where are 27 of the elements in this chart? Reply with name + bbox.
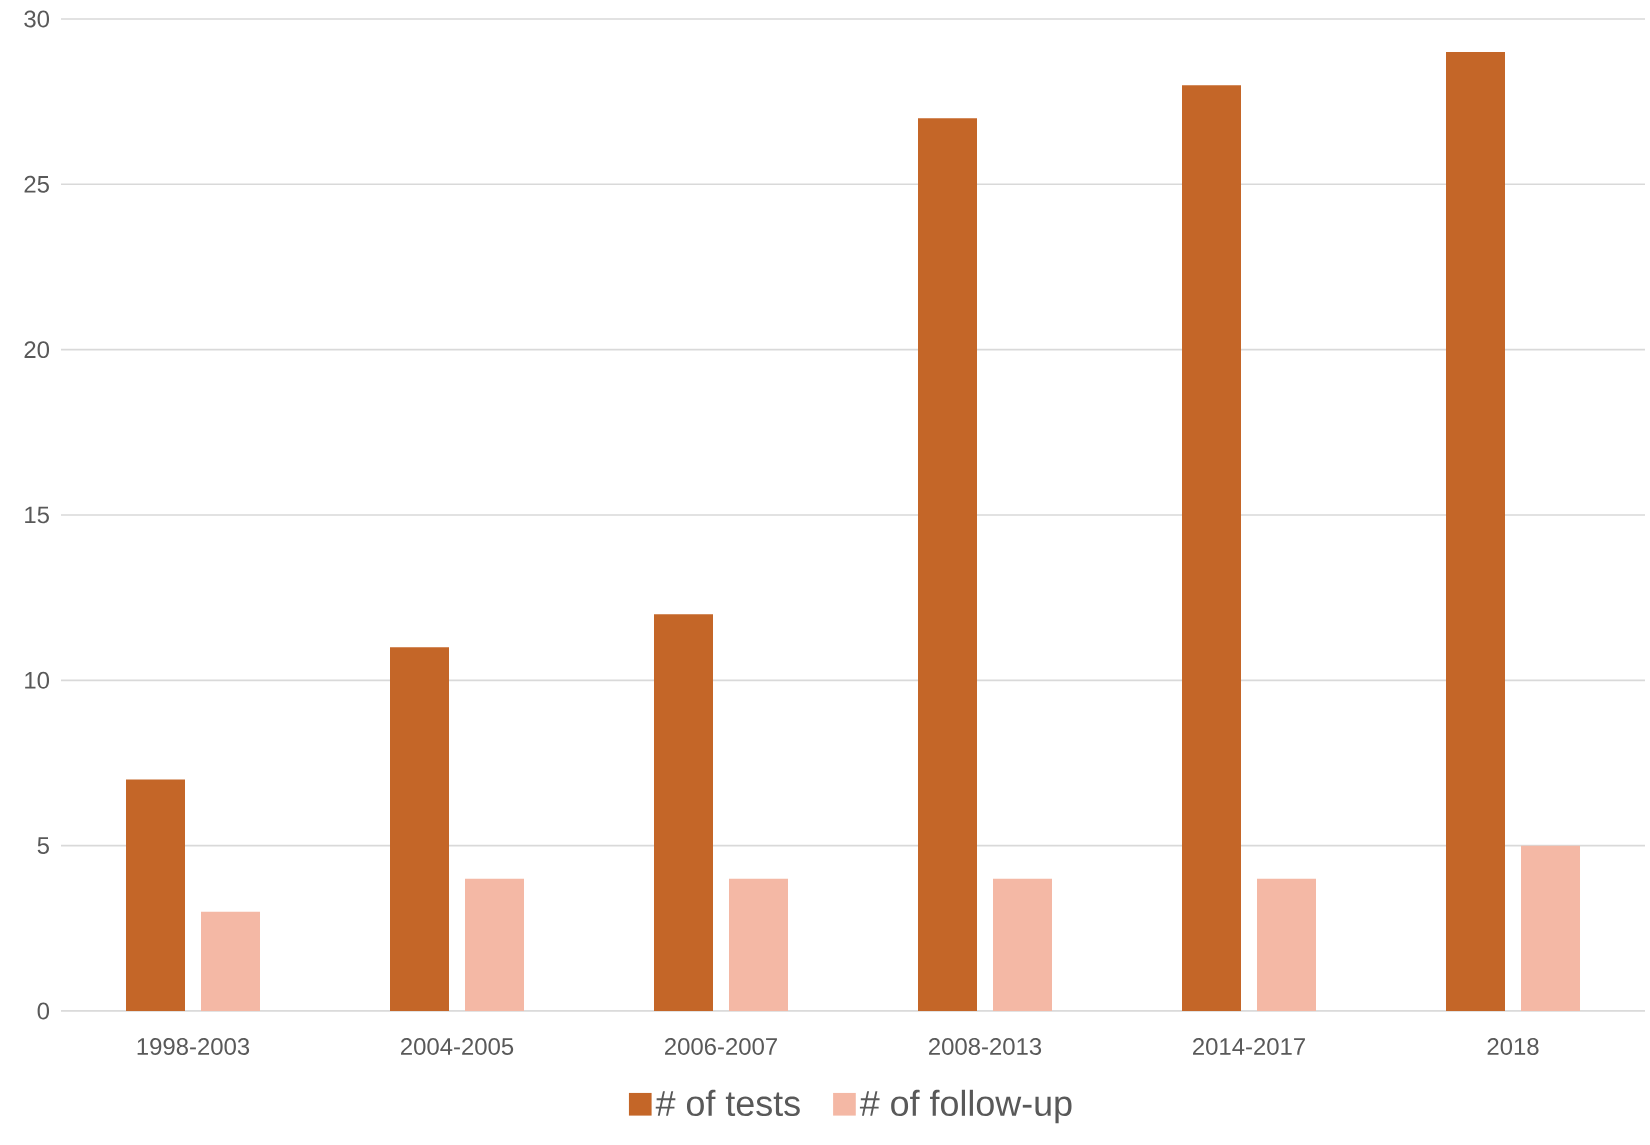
- x-tick-label: 2006-2007: [665, 1038, 777, 1055]
- y-tick-label: 5: [37, 837, 49, 854]
- bar: [993, 878, 1052, 1011]
- x-tick-label: 2018: [1487, 1038, 1539, 1055]
- y-tick-label: 15: [25, 506, 49, 524]
- y-tick-label: 10: [25, 671, 50, 689]
- x-tick-label: 2004-2005: [401, 1038, 514, 1055]
- legend-label: # of tests: [655, 1089, 800, 1117]
- bar: [1182, 85, 1241, 1011]
- x-tick-label: 1998-2003: [137, 1038, 250, 1055]
- legend-label: # of follow-up: [859, 1089, 1072, 1124]
- bar: [1521, 845, 1581, 1011]
- y-tick-label: 0: [37, 1002, 50, 1020]
- bar: [654, 614, 713, 1011]
- bar: [1446, 52, 1505, 1011]
- y-tick-label: 20: [24, 341, 50, 359]
- bar: [201, 911, 260, 1011]
- bar: [126, 779, 185, 1011]
- y-tick-label: 30: [24, 10, 50, 28]
- bar: [465, 878, 524, 1011]
- bar: [729, 878, 788, 1011]
- bar: [1257, 878, 1316, 1011]
- y-tick-label: 25: [24, 175, 49, 193]
- x-tick-label: 2014-2017: [1193, 1038, 1305, 1055]
- x-tick-label: 2008-2013: [929, 1038, 1042, 1055]
- bar: [918, 118, 977, 1011]
- bar: [390, 647, 449, 1011]
